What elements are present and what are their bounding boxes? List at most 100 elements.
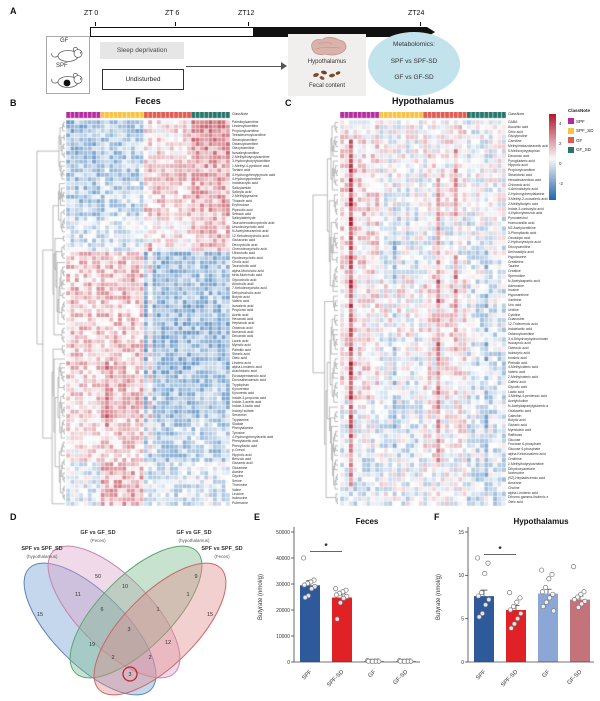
heatmap-row-label: Lactic acid — [508, 389, 525, 394]
heatmap-row-label: beta-Muricholic acid — [232, 273, 263, 278]
heatmap-row-label: Pyrocatechol — [508, 216, 528, 221]
heatmap-row-label: Linoleic acid — [232, 360, 251, 365]
heatmap-row-label: Octanoylcarnitine — [232, 141, 259, 146]
heatmap-row-label: Decanoic acid — [232, 334, 254, 339]
venn-region-count: 1 — [156, 607, 159, 613]
venn-region-count: 15 — [37, 612, 43, 618]
heatmap-row-label: GABA — [508, 120, 518, 124]
heatmap-row-label: Valeric acid — [508, 370, 526, 375]
heatmap-row-label: Taurocholic acid — [232, 264, 257, 269]
feces-row-labels: Palmitoylcarnitine Linoleoylcarnitine Prop… — [232, 120, 294, 506]
heatmap-row-label: 2-Methylbutyrylcarnitine — [508, 461, 544, 466]
sleep-deprivation-box: Sleep deprivation — [100, 42, 184, 59]
venn-region-count: 12 — [165, 640, 171, 646]
heatmap-row-label: 4-Hydroxyquinoline — [232, 176, 261, 181]
heatmap-row-label: Inosine — [508, 288, 519, 293]
heatmap-row-label: Ursodeoxycholic acid — [232, 225, 264, 229]
data-point — [511, 603, 517, 610]
venn-region-count: 1 — [186, 592, 189, 598]
heatmap-row-label: Isovaleric acid — [232, 303, 254, 308]
heatmap-row-label: Salicylamide — [232, 185, 251, 190]
heatmap-row-label: alpha-Linolenic acid — [232, 365, 262, 369]
data-point — [551, 608, 557, 614]
heatmap-row-label: Guanosine — [508, 317, 525, 322]
venn-set-label: GF vs GF_SD — [176, 530, 211, 536]
data-point — [514, 599, 520, 605]
heatmap-row-label: Putrescine — [232, 500, 248, 505]
heatmap-row-label: Chloranic acid — [508, 182, 530, 187]
bar-SPF — [474, 596, 494, 662]
data-point — [401, 658, 407, 664]
heatmap-row-label: 4-Methylvaleric acid — [508, 365, 538, 370]
flow-arrow-line — [186, 66, 282, 67]
heatmap-legend: 4 2 0 -2 ClassNote SPF SPF_SD GF GF_SD — [546, 106, 600, 218]
heatmap-row-label: Anserine — [508, 480, 522, 485]
heatmap-row-label: Deoxycarnitine — [508, 245, 531, 250]
data-point — [486, 597, 492, 603]
heatmap-row-label: 3-Methyl-2-oxovaleric acid — [508, 197, 548, 201]
heatmap-row-label: (9Z)-Heptadecenoic acid — [508, 476, 546, 481]
y-tick-label: 30000 — [276, 582, 290, 588]
x-tick-label: SPF-SD — [326, 669, 345, 688]
hypothalamus-butyrate-chart: 0 5 10 15 * Hypothalamus Butyrate (nmol/g) SPF S… — [436, 517, 594, 688]
heatmap-row-label: Dihomo-gamma-linolenic acid — [508, 495, 548, 500]
data-point — [543, 584, 549, 591]
data-point — [333, 592, 339, 598]
y-tick-label: 10 — [458, 573, 464, 579]
heatmap-row-label: Skatole — [232, 421, 244, 426]
heatmap-row-label: Phenyllactic acid — [232, 443, 258, 448]
heatmap-row-label: 5-Methoxytryptophan — [508, 148, 540, 153]
significance-star: * — [324, 542, 328, 551]
heatmap-row-label: Citric acid — [508, 129, 523, 134]
spf-comparison-label: SPF vs SPF-SD — [390, 58, 438, 65]
heatmap-row-label: Glutamine — [232, 465, 248, 470]
heatmap-row-label: 4-Hydroxyphenylpyruvic acid — [232, 172, 276, 177]
metabolomics-ellipse: Metabolomics: SPF vs SPF-SD GF vs GF-SD — [368, 32, 460, 96]
spf-mouse-icon — [51, 72, 83, 88]
heatmap-row-label: Serine — [232, 478, 242, 483]
heatmap-row-label: Octenoic acid — [508, 346, 529, 351]
data-point — [575, 594, 581, 600]
venn-set-sublabel: (hypothalamus) — [26, 554, 58, 559]
heatmap-row-label: Hexanoic acid — [232, 316, 254, 321]
heatmap-row-label: Decanoic acid — [508, 153, 530, 158]
heatmap-row-label: N-Acetylaspartic acid — [508, 278, 540, 283]
panel-label-d: D — [10, 512, 17, 522]
venn-region-count: 9 — [194, 574, 197, 580]
class-color-swatch — [568, 127, 574, 134]
heatmap-row-label: Isocaproic acid — [508, 341, 531, 346]
gf-comparison-label: GF vs GF-SD — [394, 74, 434, 81]
heatmap-row-label: Hypoxanthine — [508, 293, 529, 298]
heatmap-row-label: Allocholic acid — [232, 281, 254, 286]
feces-butyrate-chart: 0 10000 20000 30000 40000 50000 * Feces Butyrate… — [258, 517, 420, 688]
color-scale-tick: -2 — [559, 181, 564, 186]
venn-set-label: SPF vs SPF_SD — [21, 546, 62, 552]
data-point — [515, 616, 521, 622]
heatmap-row-label: Arachidonic acid — [232, 369, 257, 374]
zt0-label: ZT 0 — [84, 10, 99, 17]
heatmap-row-label: Oxoadipic acid — [508, 235, 531, 240]
heatmap-row-label: Phenylalanine — [232, 426, 254, 431]
venn-region-count: 19 — [89, 642, 95, 648]
heatmap-row-label: Creatinine — [508, 259, 524, 264]
heatmap-row-label: Homovanillic acid — [508, 221, 535, 226]
x-tick-label: SPF-SD — [500, 669, 519, 688]
heatmap-row-label: Deoxycholic acid — [232, 242, 258, 247]
heatmap-row-label: Dihydroxyacetone — [508, 466, 536, 471]
heatmap-row-label: Indole-3-lactic acid — [232, 404, 261, 409]
heatmap-row-label: Serotonin — [232, 413, 247, 418]
venn-set-label: GF vs GF_SD — [80, 530, 115, 536]
heatmap-row-label: Lithocholic acid — [232, 251, 256, 256]
heatmap-row-label: Erythrulose — [232, 203, 250, 208]
heatmap-row-label: 3-Hydroxybutyrylcarnitine — [232, 159, 271, 164]
heatmap-row-label: Indole-3-acetic acid — [232, 400, 262, 404]
heatmap-row-label: Indoxyl sulfate — [232, 408, 254, 413]
venn-region-count: 11 — [75, 592, 81, 598]
venn-region-count: 3 — [128, 672, 131, 678]
classnote-legend-title: ClassNote — [568, 108, 591, 113]
data-point — [549, 571, 555, 578]
venn-set-label: SPF vs SPF_SD — [201, 546, 242, 552]
heatmap-row-label: Uridine — [508, 307, 519, 312]
chart-title: Feces — [356, 517, 379, 526]
